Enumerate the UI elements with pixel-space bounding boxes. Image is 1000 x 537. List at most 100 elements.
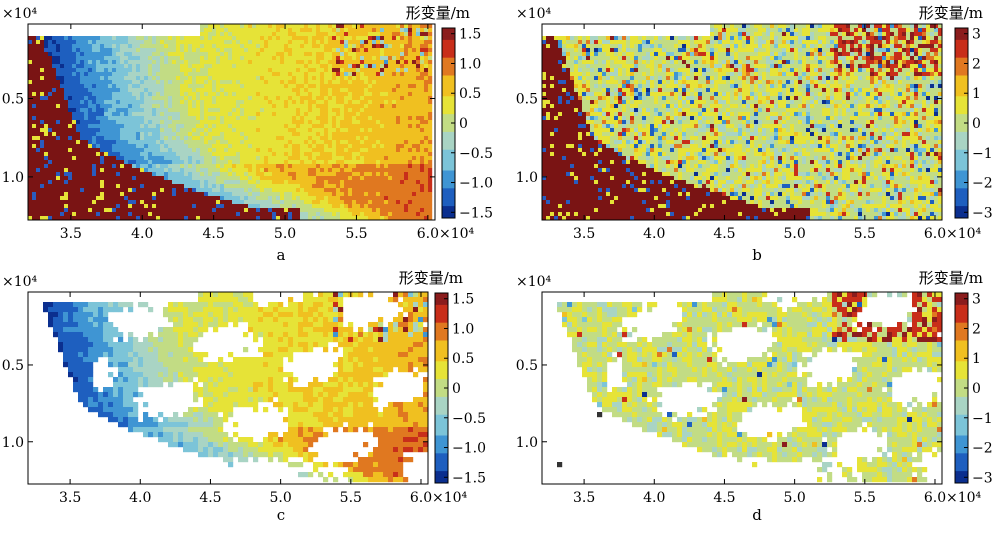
field-cell — [148, 144, 152, 148]
field-cell — [272, 144, 276, 148]
field-cell — [136, 192, 140, 196]
field-cell — [28, 128, 32, 132]
field-cell — [304, 64, 308, 68]
field-cell — [248, 188, 252, 192]
field-cell — [40, 112, 44, 116]
field-cell — [40, 160, 44, 164]
field-cell — [376, 188, 380, 192]
field-cell — [96, 164, 100, 168]
field-cell — [424, 108, 428, 112]
field-cell — [296, 180, 300, 184]
field-cell — [156, 44, 160, 48]
field-cell — [96, 136, 100, 140]
field-cell — [164, 184, 168, 188]
field-cell — [256, 160, 260, 164]
field-cell — [404, 120, 408, 124]
field-cell — [356, 160, 360, 164]
field-cell — [140, 120, 144, 124]
field-cell — [60, 92, 64, 96]
field-cell — [100, 132, 104, 136]
field-cell — [372, 116, 376, 120]
field-cell — [360, 76, 364, 80]
field-cell — [862, 24, 866, 28]
field-cell — [240, 24, 244, 28]
field-cell — [248, 196, 252, 200]
field-cell — [272, 140, 276, 144]
field-cell — [288, 132, 292, 136]
field-cell — [160, 184, 164, 188]
field-cell — [108, 100, 112, 104]
field-cell — [44, 124, 48, 128]
field-cell — [164, 64, 168, 68]
field-cell — [148, 112, 152, 116]
field-cell — [424, 196, 428, 200]
field-cell — [240, 84, 244, 88]
field-cell — [140, 132, 144, 136]
field-cell — [76, 104, 80, 108]
field-cell — [236, 184, 240, 188]
field-cell — [356, 132, 360, 136]
field-cell — [348, 96, 352, 100]
field-cell — [60, 148, 64, 152]
field-cell — [136, 180, 140, 184]
field-cell — [332, 60, 336, 64]
field-cell — [288, 112, 292, 116]
field-cell — [228, 180, 232, 184]
field-cell — [356, 140, 360, 144]
colorbar-tick-label: −1.5 — [459, 205, 493, 221]
field-cell — [180, 64, 184, 68]
field-cell — [40, 180, 44, 184]
field-cell — [152, 96, 156, 100]
field-cell — [60, 48, 64, 52]
field-cell — [188, 172, 192, 176]
field-cell — [300, 160, 304, 164]
field-cell — [420, 192, 424, 196]
field-cell — [40, 52, 44, 56]
field-cell — [368, 172, 372, 176]
field-cell — [60, 208, 64, 212]
field-cell — [156, 180, 160, 184]
field-cell — [332, 184, 336, 188]
field-cell — [380, 164, 384, 168]
field-cell — [212, 104, 216, 108]
field-cell — [68, 192, 72, 196]
field-cell — [320, 44, 324, 48]
field-cell — [404, 180, 408, 184]
field-cell — [140, 108, 144, 112]
field-cell — [308, 204, 312, 208]
field-cell — [208, 192, 212, 196]
field-cell — [72, 52, 76, 56]
field-cell — [136, 48, 140, 52]
field-cell — [256, 176, 260, 180]
field-cell — [348, 44, 352, 48]
field-cell — [420, 32, 424, 36]
field-cell — [160, 60, 164, 64]
field-cell — [116, 132, 120, 136]
field-cell — [428, 84, 432, 88]
field-cell — [228, 52, 232, 56]
field-cell — [364, 116, 368, 120]
field-cell — [76, 200, 80, 204]
field-cell — [72, 128, 76, 132]
field-cell — [240, 68, 244, 72]
field-cell — [200, 44, 204, 48]
field-cell — [714, 28, 718, 32]
field-cell — [376, 80, 380, 84]
field-cell — [404, 136, 408, 140]
field-cell — [68, 120, 72, 124]
field-cell — [232, 144, 236, 148]
field-cell — [152, 116, 156, 120]
field-cell — [312, 112, 316, 116]
field-cell — [328, 176, 332, 180]
field-cell — [312, 128, 316, 132]
field-cell — [180, 136, 184, 140]
field-cell — [304, 72, 308, 76]
field-cell — [392, 84, 396, 88]
field-cell — [248, 204, 252, 208]
field-cell — [416, 88, 420, 92]
field-cell — [408, 92, 412, 96]
field-cell — [320, 76, 324, 80]
colorbar-segment — [442, 40, 455, 43]
field-cell — [52, 152, 56, 156]
field-cell — [424, 164, 428, 168]
